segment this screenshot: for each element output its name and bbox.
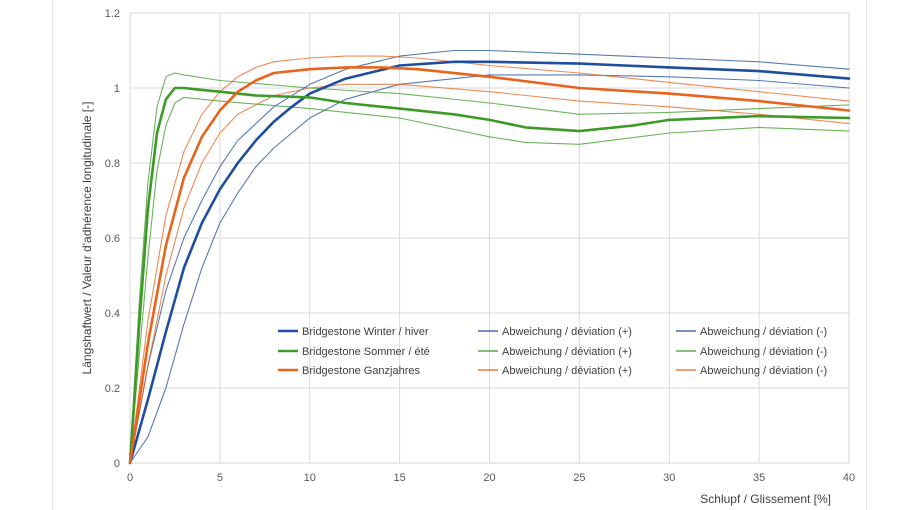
series-line-winter-dev-2 [129, 74, 850, 464]
y-axis-ticks: 0 0.2 0.4 0.6 0.8 1 1.2 [105, 8, 120, 470]
legend-label: Abweichung / déviation (+) [502, 365, 632, 377]
page-border-right [866, 0, 867, 510]
x-tick-label: 20 [483, 472, 495, 484]
legend-label: Abweichung / déviation (+) [502, 346, 632, 358]
series-line-allseason-main-6 [128, 66, 851, 465]
y-axis-title: Längshaftwert / Valeur d'adhérence longi… [80, 102, 94, 375]
legend-label: Abweichung / déviation (-) [700, 346, 827, 358]
x-tick-label: 10 [304, 472, 316, 484]
legend-label: Bridgestone Ganzjahres [302, 365, 421, 377]
y-tick-label: 0 [114, 458, 120, 470]
x-tick-label: 35 [753, 472, 765, 484]
series-line-summer-dev-5 [129, 96, 850, 464]
legend-label: Abweichung / déviation (+) [502, 326, 632, 338]
y-tick-label: 0.4 [105, 308, 120, 320]
grid [129, 12, 850, 464]
series-line-allseason-dev-8 [129, 83, 850, 464]
legend-label: Bridgestone Sommer / été [302, 346, 430, 358]
y-tick-label: 0.8 [105, 158, 120, 170]
y-tick-label: 1 [114, 83, 120, 95]
series-line-summer-main-3 [128, 86, 851, 465]
x-axis-ticks: 0 5 10 15 20 25 30 35 40 [127, 472, 855, 484]
legend: Bridgestone Winter / hiver Abweichung / d… [278, 326, 827, 377]
y-tick-label: 0.2 [105, 383, 120, 395]
series-line-winter-dev-1 [129, 49, 850, 464]
x-axis-title: Schlupf / Glissement [%] [700, 492, 831, 506]
x-tick-label: 30 [663, 472, 675, 484]
legend-label: Abweichung / déviation (-) [700, 326, 827, 338]
series-line-allseason-dev-7 [129, 55, 850, 464]
series-layer [128, 49, 851, 465]
legend-label: Abweichung / déviation (-) [700, 365, 827, 377]
series-line-winter-main-0 [128, 60, 851, 465]
y-tick-label: 1.2 [105, 8, 120, 20]
legend-label: Bridgestone Winter / hiver [302, 326, 429, 338]
x-tick-label: 5 [217, 472, 223, 484]
x-tick-label: 25 [573, 472, 585, 484]
y-tick-label: 0.6 [105, 233, 120, 245]
x-tick-label: 0 [127, 472, 133, 484]
series-line-summer-dev-4 [129, 72, 850, 464]
x-tick-label: 15 [394, 472, 406, 484]
page-border-left [52, 0, 53, 510]
x-tick-label: 40 [843, 472, 855, 484]
